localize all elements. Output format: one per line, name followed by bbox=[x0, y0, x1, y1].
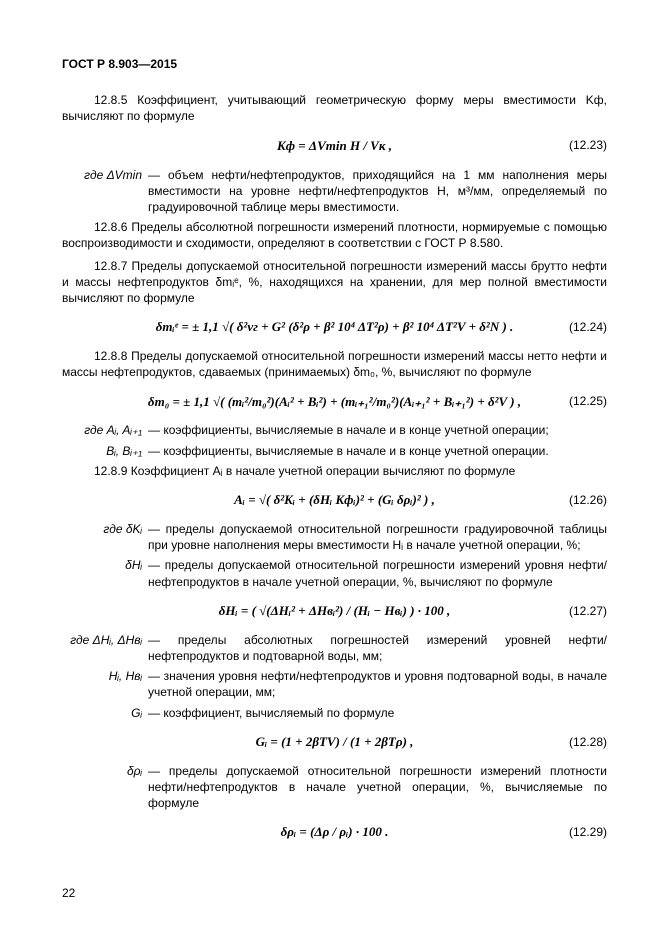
where-12-27-b: Hᵢ, Hвᵢ — значения уровня нефти/нефтепро… bbox=[62, 668, 607, 700]
where-12-26-a-sym: где δKᵢ bbox=[62, 521, 148, 553]
where-12-26-b-txt: — пределы допускаемой относительной погр… bbox=[148, 557, 607, 589]
where-12-25-a-sym: где Aᵢ, Aᵢ₊₁ bbox=[62, 422, 148, 438]
equation-12-26-num: (12.26) bbox=[569, 492, 607, 508]
para-12-8-9: 12.8.9 Коэффициент Aᵢ в начале учетной о… bbox=[62, 463, 607, 479]
equation-12-26: Aᵢ = √( δ²Kᵢ + (δHᵢ Kфᵢ)² + (Gᵢ δρᵢ)² ) … bbox=[62, 487, 607, 513]
where-12-27-b-txt: — значения уровня нефти/нефтепродуктов и… bbox=[148, 668, 607, 700]
where-12-23-txt: — объем нефти/нефтепродуктов, приходящий… bbox=[148, 167, 607, 216]
equation-12-25: δm₀ = ± 1,1 √( (mᵢ²/m₀²)(Aᵢ² + Bᵢ²) + (m… bbox=[62, 388, 607, 414]
equation-12-27: δHᵢ = ( √(ΔHᵢ² + ΔHвᵢ²) / (Hᵢ − Hвᵢ) ) ·… bbox=[62, 598, 607, 624]
where-12-27-c: Gᵢ — коэффициент, вычисляемый по формуле bbox=[62, 705, 607, 721]
equation-12-23: Kф = ΔVmin H / Vк , (12.23) bbox=[62, 133, 607, 159]
where-12-25-a: где Aᵢ, Aᵢ₊₁ — коэффициенты, вычисляемые… bbox=[62, 422, 607, 438]
where-12-25-b-txt: — коэффициенты, вычисляемые в начале и в… bbox=[148, 443, 607, 459]
equation-12-24-body: δmᵢᵉ = ± 1,1 √( δ²vг + G² (δ²ρ + β² 10⁴ … bbox=[156, 318, 514, 336]
where-12-23: где ΔVmin — объем нефти/нефтепродуктов, … bbox=[62, 167, 607, 216]
equation-12-29-num: (12.29) bbox=[569, 824, 607, 840]
where-12-28-txt: — пределы допускаемой относительной погр… bbox=[148, 763, 607, 812]
equation-12-26-body: Aᵢ = √( δ²Kᵢ + (δHᵢ Kфᵢ)² + (Gᵢ δρᵢ)² ) … bbox=[234, 491, 435, 509]
equation-12-23-body: Kф = ΔVmin H / Vк , bbox=[277, 137, 392, 155]
equation-12-23-num: (12.23) bbox=[569, 137, 607, 153]
equation-12-24: δmᵢᵉ = ± 1,1 √( δ²vг + G² (δ²ρ + β² 10⁴ … bbox=[62, 314, 607, 340]
equation-12-28-num: (12.28) bbox=[569, 734, 607, 750]
where-12-28: δρᵢ — пределы допускаемой относительной … bbox=[62, 763, 607, 812]
where-12-25-b-sym: Bᵢ, Bᵢ₊₁ bbox=[62, 443, 148, 459]
where-12-26-a-txt: — пределы допускаемой относительной погр… bbox=[148, 521, 607, 553]
equation-12-25-body: δm₀ = ± 1,1 √( (mᵢ²/m₀²)(Aᵢ² + Bᵢ²) + (m… bbox=[148, 393, 521, 411]
where-12-27-c-txt: — коэффициент, вычисляемый по формуле bbox=[148, 705, 607, 721]
para-12-8-8: 12.8.8 Пределы допускаемой относительной… bbox=[62, 348, 607, 380]
equation-12-24-num: (12.24) bbox=[569, 319, 607, 335]
where-12-26-b: δHᵢ — пределы допускаемой относительной … bbox=[62, 557, 607, 589]
where-12-27-a-sym: где ΔHᵢ, ΔHвᵢ bbox=[62, 632, 148, 664]
para-12-8-7: 12.8.7 Пределы допускаемой относительной… bbox=[62, 258, 607, 307]
where-12-25-b: Bᵢ, Bᵢ₊₁ — коэффициенты, вычисляемые в н… bbox=[62, 443, 607, 459]
page-number: 22 bbox=[62, 885, 75, 901]
equation-12-25-num: (12.25) bbox=[569, 393, 607, 409]
where-12-27-a: где ΔHᵢ, ΔHвᵢ — пределы абсолютных погре… bbox=[62, 632, 607, 664]
equation-12-28-body: Gᵢ = (1 + 2βTV) / (1 + 2βTρ) , bbox=[256, 733, 414, 751]
where-12-26-b-sym: δHᵢ bbox=[62, 557, 148, 589]
equation-12-27-body: δHᵢ = ( √(ΔHᵢ² + ΔHвᵢ²) / (Hᵢ − Hвᵢ) ) ·… bbox=[219, 602, 451, 620]
equation-12-28: Gᵢ = (1 + 2βTV) / (1 + 2βTρ) , (12.28) bbox=[62, 729, 607, 755]
where-12-27-a-txt: — пределы абсолютных погрешностей измере… bbox=[148, 632, 607, 664]
equation-12-29: δρᵢ = (Δρ / ρᵢ) · 100 . (12.29) bbox=[62, 819, 607, 845]
where-12-25-a-txt: — коэффициенты, вычисляемые в начале и в… bbox=[148, 422, 607, 438]
where-12-27-b-sym: Hᵢ, Hвᵢ bbox=[62, 668, 148, 700]
equation-12-29-body: δρᵢ = (Δρ / ρᵢ) · 100 . bbox=[281, 823, 389, 841]
para-12-8-5: 12.8.5 Коэффициент, учитывающий геометри… bbox=[62, 92, 607, 124]
where-12-27-c-sym: Gᵢ bbox=[62, 705, 148, 721]
para-12-8-6: 12.8.6 Пределы абсолютной погрешности из… bbox=[62, 219, 607, 251]
where-12-23-sym: где ΔVmin bbox=[62, 167, 148, 216]
doc-header: ГОСТ Р 8.903—2015 bbox=[62, 56, 607, 72]
where-12-28-sym: δρᵢ bbox=[62, 763, 148, 812]
where-12-26-a: где δKᵢ — пределы допускаемой относитель… bbox=[62, 521, 607, 553]
equation-12-27-num: (12.27) bbox=[569, 603, 607, 619]
